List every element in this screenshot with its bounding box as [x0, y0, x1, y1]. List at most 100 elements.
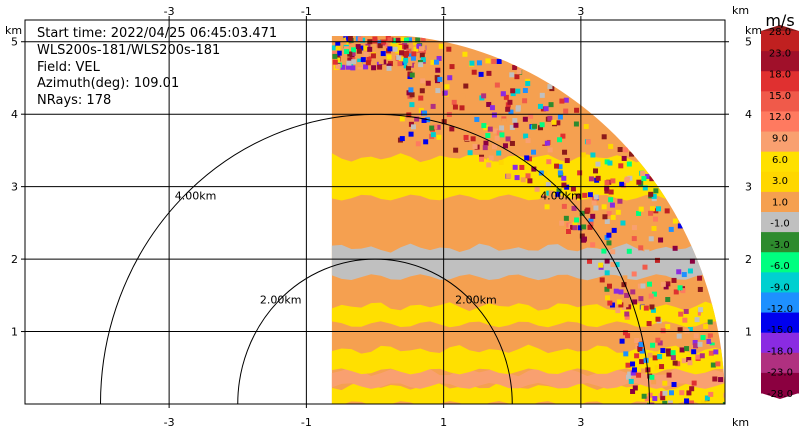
- noisy-gate: [557, 137, 563, 143]
- noisy-gate: [419, 88, 425, 94]
- colorbar-segment: [761, 232, 799, 253]
- noisy-gate: [588, 221, 594, 227]
- noisy-gate: [621, 155, 627, 161]
- noisy-gate: [580, 152, 586, 158]
- noisy-gate: [403, 37, 409, 43]
- noisy-gate: [386, 54, 392, 60]
- noisy-gate: [351, 47, 357, 53]
- noisy-gate: [522, 87, 528, 93]
- y-tick-label-left: 4: [11, 108, 18, 121]
- noisy-gate: [610, 214, 616, 220]
- noisy-gate: [610, 261, 616, 267]
- noisy-gate: [498, 160, 504, 166]
- noisy-gate: [343, 46, 349, 52]
- noisy-gate: [491, 144, 497, 150]
- noisy-gate: [662, 390, 668, 396]
- noisy-gate: [414, 116, 420, 122]
- noisy-gate: [413, 63, 419, 69]
- noisy-gate: [618, 289, 624, 295]
- noisy-gate: [644, 173, 650, 179]
- noisy-gate: [505, 136, 511, 142]
- noisy-gate: [607, 300, 613, 306]
- noisy-gate: [693, 343, 699, 349]
- noisy-gate: [680, 288, 686, 294]
- noisy-gate: [647, 352, 653, 358]
- noisy-gate: [531, 166, 537, 172]
- scan-info-block: Start time: 2022/04/25 06:45:03.471 WLS2…: [37, 26, 277, 110]
- noisy-gate: [626, 304, 632, 310]
- noisy-gate: [532, 123, 538, 129]
- y-tick-label-left: 1: [11, 326, 18, 339]
- noisy-gate: [383, 42, 389, 48]
- noisy-gate: [463, 134, 469, 140]
- noisy-gate: [651, 225, 657, 231]
- noisy-gate: [409, 42, 415, 48]
- noisy-gate: [577, 170, 583, 176]
- noisy-gate: [640, 368, 646, 374]
- noisy-gate: [467, 150, 473, 156]
- noisy-gate: [563, 215, 569, 221]
- noisy-gate: [660, 222, 666, 228]
- noisy-gate: [513, 122, 519, 128]
- noisy-gate: [494, 135, 500, 141]
- noisy-gate: [649, 304, 655, 310]
- noisy-gate: [574, 107, 580, 113]
- noisy-gate: [648, 210, 654, 216]
- noisy-gate: [700, 335, 706, 341]
- noisy-gate: [433, 59, 439, 65]
- noisy-gate: [615, 209, 621, 215]
- noisy-gate: [604, 185, 610, 191]
- noisy-gate: [520, 177, 526, 183]
- noisy-gate: [624, 292, 630, 298]
- noisy-gate: [406, 112, 412, 118]
- noisy-gate: [686, 357, 692, 363]
- noisy-gate: [425, 80, 431, 86]
- noisy-gate: [617, 198, 623, 204]
- range-ring-label: 2.00km: [260, 294, 302, 307]
- noisy-gate: [360, 57, 366, 63]
- noisy-gate: [707, 333, 713, 339]
- noisy-gate: [671, 382, 677, 388]
- noisy-gate: [588, 218, 594, 224]
- noisy-gate: [570, 186, 576, 192]
- noisy-gate: [598, 262, 604, 268]
- noisy-gate: [695, 354, 701, 360]
- noisy-gate: [496, 58, 502, 64]
- noisy-gate: [630, 289, 636, 295]
- noisy-gate: [687, 268, 693, 274]
- noisy-gate: [575, 193, 581, 199]
- colorbar: 28.0 23.0 18.0 15.0 12.0 9.0 6.0 3.0 1.0 -1.0 -3.0…: [761, 11, 799, 400]
- colorbar-tick-label: 3.0: [772, 176, 788, 187]
- noisy-gate: [331, 45, 337, 51]
- noisy-gate: [556, 188, 562, 194]
- noisy-gate: [403, 57, 409, 63]
- noisy-gate: [673, 289, 679, 295]
- noisy-gate: [366, 56, 372, 62]
- noisy-gate: [604, 188, 610, 194]
- noisy-gate: [662, 400, 668, 404]
- noisy-gate: [639, 359, 645, 365]
- noisy-gate: [620, 220, 626, 226]
- noisy-gate: [668, 226, 674, 232]
- noisy-gate: [387, 46, 393, 52]
- noisy-gate: [499, 125, 505, 131]
- noisy-gate: [634, 353, 640, 359]
- noisy-gate: [418, 95, 424, 101]
- noisy-gate: [644, 396, 650, 402]
- x-tick-label-bottom: 1: [440, 416, 447, 429]
- noisy-gate: [697, 341, 703, 347]
- noisy-gate: [499, 132, 505, 138]
- noisy-gate: [638, 296, 644, 302]
- noisy-gate: [345, 64, 351, 70]
- noisy-gate: [588, 176, 594, 182]
- colorbar-tick-label: 23.0: [769, 48, 791, 59]
- noisy-gate: [415, 37, 421, 43]
- noisy-gate: [572, 221, 578, 227]
- noisy-gate: [531, 149, 537, 155]
- noisy-gate: [559, 220, 565, 226]
- noisy-gate: [418, 107, 424, 113]
- colorbar-segment: [761, 151, 799, 173]
- noisy-gate: [601, 204, 607, 210]
- noisy-gate: [335, 45, 341, 51]
